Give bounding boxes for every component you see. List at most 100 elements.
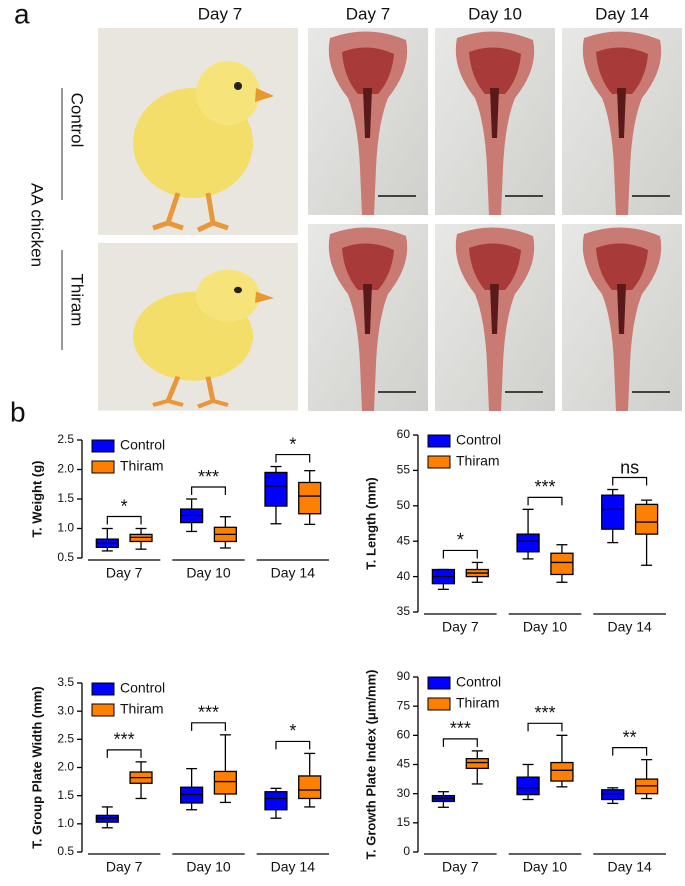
y-tick-label: 35	[397, 604, 411, 618]
row-title: Thiram	[68, 274, 87, 327]
box	[601, 494, 625, 530]
legend-swatch	[91, 460, 115, 474]
photo	[434, 223, 556, 412]
photo	[98, 243, 298, 411]
y-axis-label: T. Weight (g)	[29, 460, 44, 537]
legend-swatch	[427, 455, 451, 469]
significance-bracket	[442, 549, 478, 559]
y-axis-label: T. Group Plate Width (mm)	[29, 686, 44, 848]
legend-swatch	[91, 703, 115, 717]
y-tick-label: 40	[397, 569, 411, 583]
significance-bracket	[106, 515, 142, 525]
legend-label: Control	[120, 680, 165, 696]
y-tick-label: 45	[397, 533, 411, 547]
photo	[307, 223, 429, 412]
x-tick-label: Day 7	[106, 565, 143, 581]
y-tick-label: 45	[397, 757, 411, 771]
y-tick-label: 75	[397, 698, 411, 712]
significance-bracket	[612, 476, 648, 486]
y-tick-label: 2.5	[57, 432, 74, 446]
legend-swatch	[427, 434, 451, 448]
legend-label: Thiram	[120, 458, 164, 474]
significance-bracket	[442, 738, 478, 747]
y-tick-label: 0.5	[57, 550, 74, 564]
photo	[307, 27, 429, 216]
significance-label: ns	[620, 457, 639, 477]
y-tick-label: 30	[397, 786, 411, 800]
y-tick-label: 2.0	[57, 760, 74, 774]
x-tick-label: Day 14	[271, 859, 316, 875]
y-tick-label: 3.0	[57, 703, 74, 717]
y-tick-label: 2.5	[57, 732, 74, 746]
significance-label: *	[121, 496, 128, 516]
column-title: Day 14	[595, 4, 649, 23]
y-tick-label: 1.5	[57, 788, 74, 802]
photo	[98, 28, 298, 235]
photo	[561, 27, 683, 216]
box	[550, 761, 574, 782]
significance-label: ***	[114, 730, 135, 750]
box	[465, 758, 489, 770]
y-axis-label: T. Length (mm)	[363, 477, 378, 569]
y-tick-label: 55	[397, 463, 411, 477]
box	[601, 789, 625, 801]
significance-bracket	[106, 749, 142, 758]
x-tick-label: Day 14	[607, 859, 652, 875]
significance-label: *	[289, 721, 296, 741]
significance-label: *	[289, 434, 296, 454]
significance-bracket	[612, 747, 648, 756]
column-title: Day 7	[198, 4, 242, 23]
y-tick-label: 50	[397, 498, 411, 512]
legend-label: Control	[456, 674, 501, 690]
column-title: Day 10	[468, 4, 522, 23]
significance-bracket	[275, 453, 311, 463]
box	[516, 533, 540, 553]
photo	[434, 27, 556, 216]
panel-label: a	[14, 0, 30, 29]
y-tick-label: 60	[397, 728, 411, 742]
significance-label: ***	[534, 703, 555, 723]
column-title: Day 7	[346, 4, 390, 23]
significance-bracket	[275, 740, 311, 750]
legend-swatch	[427, 676, 451, 690]
significance-label: *	[457, 530, 464, 550]
x-tick-label: Day 14	[271, 565, 316, 581]
legend-swatch	[427, 697, 451, 711]
legend-label: Thiram	[456, 453, 500, 469]
significance-label: **	[623, 727, 637, 747]
panel-label: b	[10, 396, 26, 427]
group-title: AA chicken	[28, 183, 47, 267]
x-tick-label: Day 10	[523, 859, 568, 875]
significance-label: ***	[198, 703, 219, 723]
box	[516, 776, 540, 796]
x-tick-label: Day 7	[442, 619, 479, 635]
significance-bracket	[527, 722, 563, 732]
box	[550, 552, 574, 576]
x-tick-label: Day 10	[523, 619, 568, 635]
box	[634, 503, 659, 535]
y-tick-label: 0	[403, 844, 410, 858]
x-tick-label: Day 10	[186, 859, 231, 875]
significance-label: ***	[450, 719, 471, 739]
y-tick-label: 60	[397, 427, 411, 441]
box	[264, 791, 288, 811]
x-tick-label: Day 7	[442, 859, 479, 875]
x-tick-label: Day 7	[106, 859, 143, 875]
y-tick-label: 1.0	[57, 816, 74, 830]
legend-swatch	[91, 682, 115, 696]
legend-swatch	[91, 439, 115, 453]
y-tick-label: 1.0	[57, 521, 74, 535]
significance-bracket	[191, 486, 226, 495]
box	[298, 775, 322, 800]
y-tick-label: 0.5	[57, 844, 74, 858]
significance-label: ***	[198, 467, 219, 487]
y-tick-label: 3.5	[57, 675, 74, 689]
significance-bracket	[527, 496, 563, 506]
significance-bracket	[191, 722, 226, 731]
x-tick-label: Day 14	[607, 619, 652, 635]
y-tick-label: 1.5	[57, 491, 74, 505]
x-tick-label: Day 10	[186, 565, 231, 581]
box	[264, 471, 288, 507]
y-tick-label: 90	[397, 669, 411, 683]
